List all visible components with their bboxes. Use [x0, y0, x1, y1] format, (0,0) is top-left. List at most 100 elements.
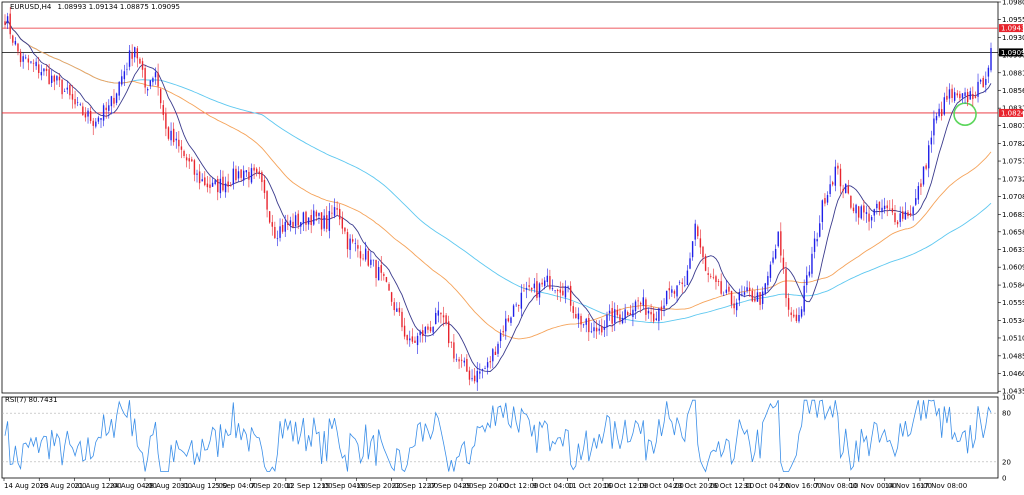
candle-bull: [938, 108, 940, 117]
candle-bull: [761, 291, 764, 304]
candle-bear: [562, 290, 564, 296]
candle-bull: [943, 97, 945, 115]
candle-bear: [261, 172, 263, 183]
ma-slow-line: [4, 19, 992, 324]
price-tick-label: 1.05840: [1002, 282, 1024, 290]
candle-bear: [351, 239, 354, 242]
candle-bull: [56, 76, 58, 81]
candle-bear: [909, 213, 912, 216]
candle-bull: [881, 207, 883, 212]
candle-bear: [159, 89, 162, 104]
time-tick-label: 26 Oct 12:00: [709, 482, 755, 490]
candle-bear: [263, 179, 266, 193]
price-axis: 1.098001.095551.093051.090601.088101.085…: [998, 0, 1024, 396]
candle-bear: [715, 276, 717, 283]
ma-fast-line: [4, 19, 992, 372]
candle-bull: [284, 221, 286, 232]
time-tick-label: 17 Nov 08:00: [920, 482, 967, 490]
candle-bull: [746, 287, 748, 292]
candle-bull: [671, 289, 673, 293]
candle-bear: [751, 290, 753, 302]
candle-bear: [131, 52, 133, 59]
candle-bull: [606, 314, 608, 328]
time-tick-label: 22 Sep 12:00: [392, 482, 439, 490]
candle-bear: [611, 308, 613, 324]
candle-bear: [339, 208, 341, 220]
candle-bull: [276, 238, 279, 239]
candle-bull: [800, 309, 803, 317]
candle-bull: [333, 207, 336, 216]
candle-bull: [43, 68, 45, 72]
candle-bull: [152, 78, 154, 83]
candle-bull: [608, 310, 611, 313]
time-tick-label: 19 Oct 04:00: [638, 482, 684, 490]
candle-bear: [782, 257, 785, 270]
candle-bull: [525, 287, 528, 290]
price-tag-label: 1.08248: [1001, 109, 1024, 117]
price-tag-bg: [999, 48, 1023, 57]
price-tick-label: 1.06830: [1002, 211, 1024, 219]
candle-bear: [172, 128, 175, 143]
rsi-tick-label: 80: [1002, 410, 1011, 418]
candle-bear: [180, 146, 183, 150]
candle-bull: [665, 290, 668, 305]
ohlc-values: 1.08993 1.09134 1.08875 1.09095: [58, 3, 180, 11]
candle-bull: [593, 327, 595, 332]
candle-bear: [650, 311, 652, 315]
candle-bull: [624, 309, 626, 320]
price-tick-label: 1.04605: [1002, 370, 1024, 378]
candle-bear: [668, 288, 670, 291]
price-tick-label: 1.07080: [1002, 193, 1024, 201]
candle-bull: [110, 96, 113, 107]
time-tick-label: 27 Sep 04:00: [427, 482, 474, 490]
candle-bull: [860, 206, 862, 219]
candle-bull: [873, 209, 875, 216]
time-tick-label: 24 Aug 04:00: [110, 482, 157, 490]
time-tick-label: 7 Nov 08:00: [814, 482, 857, 490]
time-tick-label: 31 Aug 12:00: [180, 482, 227, 490]
candle-bull: [834, 166, 837, 186]
candle-bear: [167, 127, 170, 139]
candle-bear: [206, 183, 209, 188]
candle-bull: [990, 48, 992, 71]
candle-bear: [601, 326, 603, 333]
candle-bull: [883, 205, 886, 210]
time-tick-label: 14 Nov 16:00: [885, 482, 932, 490]
candle-bull: [323, 215, 325, 229]
candle-bull: [658, 308, 660, 322]
time-tick-label: 29 Sep 20:00: [462, 482, 509, 490]
candle-bear: [748, 287, 751, 291]
candle-bear: [445, 315, 447, 324]
candle-bear: [427, 326, 429, 330]
candle-bear: [240, 169, 242, 178]
candle-bear: [868, 213, 870, 222]
candle-bear: [341, 217, 344, 229]
candle-bull: [870, 216, 873, 221]
candle-bull: [736, 302, 738, 311]
time-tick-label: 23 Oct 20:00: [673, 482, 719, 490]
candle-bear: [920, 183, 922, 187]
candle-bull: [741, 293, 743, 295]
candle-bear: [411, 336, 414, 342]
candle-bull: [915, 198, 917, 205]
candle-bear: [824, 198, 826, 204]
candle-bull: [678, 282, 681, 283]
candle-bull: [121, 76, 123, 85]
candle-bull: [977, 81, 979, 97]
candle-bull: [214, 180, 216, 185]
candle-bear: [380, 265, 382, 273]
candle-bear: [383, 274, 385, 276]
candle-bull: [211, 182, 214, 187]
candle-bear: [320, 212, 323, 230]
candle-bull: [318, 212, 320, 216]
candle-bear: [74, 99, 76, 105]
price-tick-label: 1.05345: [1002, 317, 1024, 325]
candle-bear: [956, 93, 958, 96]
candle-bear: [507, 318, 510, 322]
candle-bear: [53, 75, 55, 82]
candle-bull: [826, 195, 829, 203]
candle-bear: [673, 291, 676, 294]
candle-bull: [40, 72, 43, 76]
